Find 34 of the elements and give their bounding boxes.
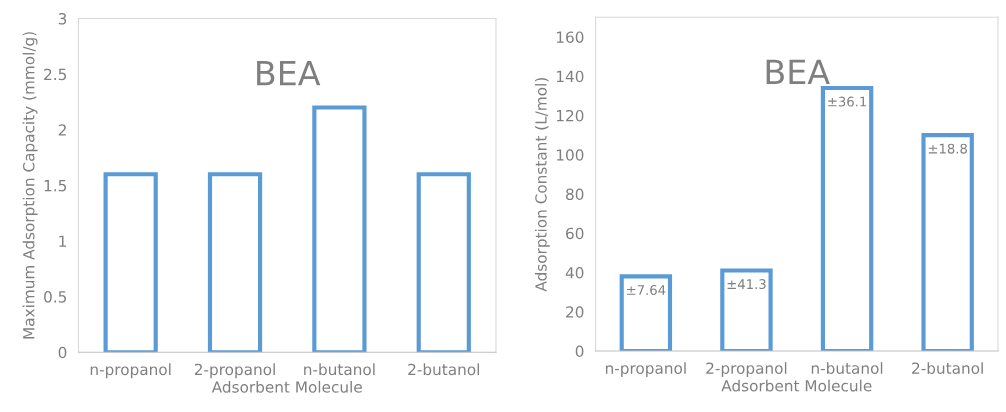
- y-tick-label: 1.5: [44, 180, 67, 192]
- y-tick-label: 20: [566, 306, 584, 318]
- y-axis-title: Adsorption Constant (L/mol): [534, 78, 550, 292]
- annotation: ±7.64: [627, 284, 666, 295]
- y-tick-label: 60: [566, 227, 584, 240]
- y-tick-label: 3: [58, 13, 67, 25]
- x-tick-label: n-butanol: [304, 363, 375, 376]
- x-axis-title: Adsorbent Molecule: [211, 380, 362, 393]
- y-tick-label: 0.5: [44, 291, 67, 303]
- y-tick-label: 0: [58, 346, 67, 359]
- annotation: ±41.3: [727, 279, 766, 290]
- text: BEA: [257, 60, 321, 86]
- x-tick-label: n-propanol: [90, 363, 171, 379]
- x-tick-label: 2-propanol: [706, 362, 787, 377]
- x-axis-title: Adsorbent Molecule: [721, 379, 872, 392]
- x-tick-label: n-butanol: [811, 362, 883, 374]
- x-tick-label: n-propanol: [605, 362, 686, 377]
- text: BEA: [766, 59, 830, 85]
- x-tick-label: 2-butanol: [912, 362, 983, 374]
- annotation: ±18.8: [928, 143, 967, 154]
- y-tick-label: 160: [556, 31, 584, 43]
- y-tick-label: 120: [556, 109, 584, 122]
- y-tick-label: 2.5: [44, 68, 67, 81]
- annotation: ±36.1: [828, 96, 867, 107]
- x-tick-label: 2-propanol: [194, 363, 275, 379]
- y-tick-label: 100: [556, 149, 584, 161]
- y-tick-label: 0: [575, 345, 584, 358]
- y-tick-label: 140: [556, 70, 584, 83]
- y-tick-label: 2: [58, 124, 66, 136]
- x-tick-label: 2-butanol: [408, 363, 479, 376]
- y-tick-label: 80: [566, 188, 584, 200]
- y-axis-title: Maximum Adsorption Capacity (mmol/g): [22, 32, 38, 339]
- y-tick-label: 1: [59, 235, 66, 247]
- y-tick-label: 40: [565, 266, 584, 279]
